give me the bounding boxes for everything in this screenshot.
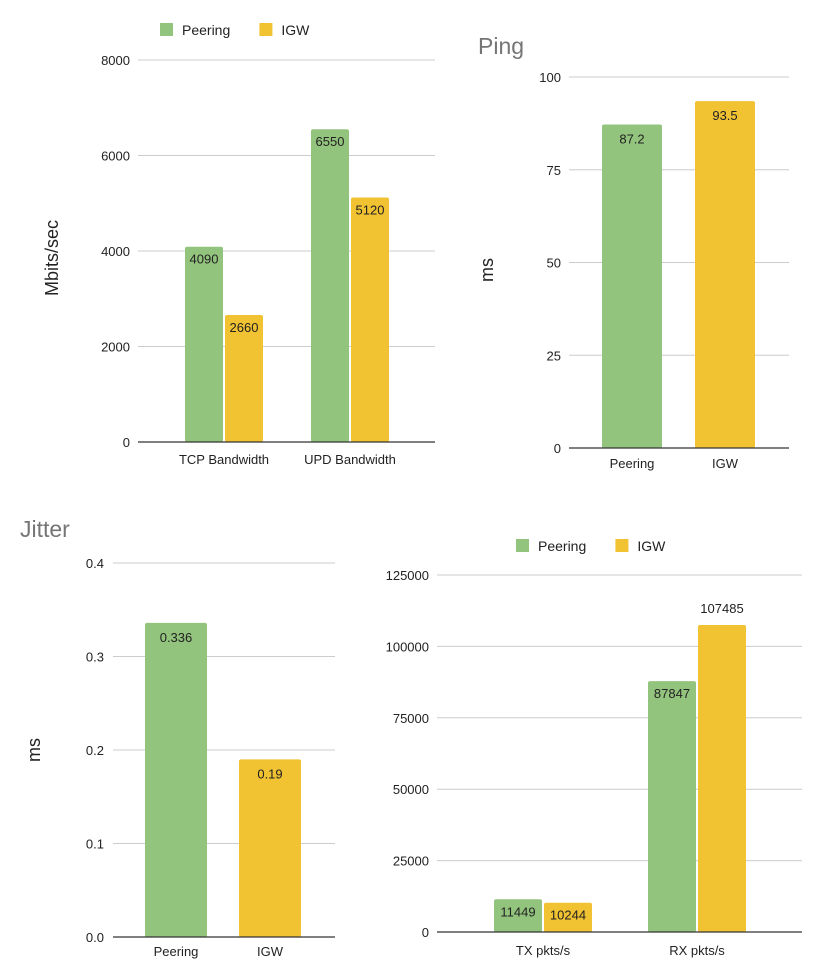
- bar-igw-1: [698, 625, 746, 932]
- x-tick-label: Peering: [610, 456, 655, 471]
- y-axis-label: ms: [24, 738, 44, 762]
- y-tick-label: 0: [554, 441, 561, 456]
- y-tick-label: 25000: [393, 854, 429, 869]
- legend-swatch-igw: [259, 23, 273, 36]
- data-label: 0.19: [257, 766, 282, 781]
- data-label: 2660: [230, 320, 259, 335]
- data-label: 4090: [190, 252, 219, 267]
- x-tick-label: TX pkts/s: [516, 943, 571, 958]
- legend-label-peering: Peering: [182, 22, 230, 38]
- data-label: 87847: [654, 686, 690, 701]
- y-tick-label: 8000: [101, 53, 130, 68]
- data-label: 6550: [316, 134, 345, 149]
- y-axis-label: ms: [477, 258, 497, 282]
- y-tick-label: 100000: [386, 639, 429, 654]
- y-tick-label: 0.0: [86, 930, 104, 945]
- chart-jitter: Jitter ms 0.0 0.1 0.2 0.3 0.4 0.336 Peering 0.19 I…: [20, 516, 335, 959]
- chart-title: Ping: [478, 33, 524, 59]
- bar-peering: [145, 622, 207, 937]
- data-label: 10244: [550, 908, 586, 923]
- legend-label-igw: IGW: [637, 538, 666, 554]
- x-tick-label: IGW: [257, 944, 284, 959]
- y-tick-label: 0.1: [86, 837, 104, 852]
- chart-bandwidth: Mbits/sec 0 2000 4000 6000 8000 4090 2660 TCP Ba…: [42, 53, 435, 467]
- y-tick-label: 50: [547, 256, 561, 271]
- x-tick-label: TCP Bandwidth: [179, 452, 269, 467]
- data-label: 93.5: [712, 108, 737, 123]
- legend-swatch-peering: [516, 539, 529, 552]
- y-tick-label: 2000: [101, 340, 130, 355]
- y-tick-label: 125000: [386, 568, 429, 583]
- x-tick-label: IGW: [712, 456, 739, 471]
- x-tick-label: RX pkts/s: [669, 943, 725, 958]
- bar-peering: [602, 124, 662, 448]
- y-axis-label: Mbits/sec: [42, 220, 62, 296]
- y-tick-label: 75: [547, 163, 561, 178]
- bar-igw: [695, 101, 755, 449]
- y-tick-label: 4000: [101, 244, 130, 259]
- y-tick-label: 75000: [393, 711, 429, 726]
- y-tick-label: 0: [123, 435, 130, 450]
- bar-peering-0: [185, 246, 223, 442]
- y-tick-label: 100: [539, 70, 561, 85]
- bar-peering-1: [311, 129, 349, 443]
- legend-swatch-igw: [615, 539, 629, 552]
- bar-peering-1: [648, 681, 696, 932]
- chart-ping: Ping ms 0 25 50 75 100 87.2 Peering 93.5 IGW: [477, 33, 789, 471]
- legend-label-peering: Peering: [538, 538, 586, 554]
- chart-title: Jitter: [20, 516, 70, 542]
- y-tick-label: 0: [422, 925, 429, 940]
- y-tick-label: 0.3: [86, 650, 104, 665]
- bar-igw-1: [351, 197, 389, 442]
- bar-igw-0: [544, 902, 592, 932]
- data-label: 0.336: [160, 630, 193, 645]
- y-tick-label: 0.4: [86, 556, 104, 571]
- y-tick-label: 25: [547, 348, 561, 363]
- legend-label-igw: IGW: [281, 22, 310, 38]
- x-tick-label: Peering: [154, 944, 199, 959]
- data-label: 107485: [700, 601, 743, 616]
- y-tick-label: 6000: [101, 149, 130, 164]
- data-label: 87.2: [619, 131, 644, 146]
- bar-peering-0: [494, 899, 542, 932]
- x-tick-label: UPD Bandwidth: [304, 452, 396, 467]
- bar-igw: [239, 759, 301, 937]
- legend-swatch-peering: [160, 23, 173, 36]
- data-label: 11449: [500, 904, 535, 919]
- bar-igw-0: [225, 314, 263, 442]
- data-label: 5120: [356, 203, 385, 218]
- y-tick-label: 50000: [393, 782, 429, 797]
- y-tick-label: 0.2: [86, 743, 104, 758]
- chart-packets: 0 25000 50000 75000 100000 125000 11449 10244 TX…: [386, 568, 802, 958]
